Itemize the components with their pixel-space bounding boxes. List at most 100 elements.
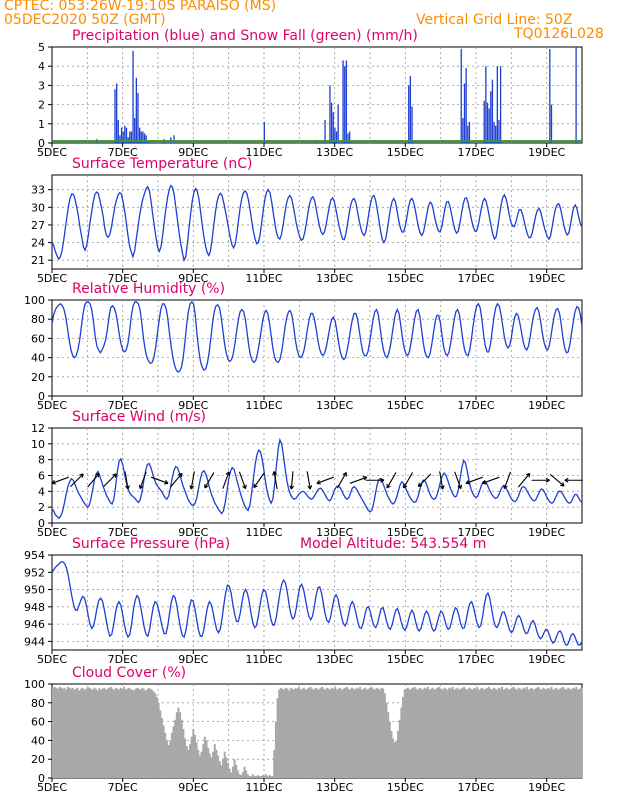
cloud-bar [306, 688, 309, 778]
cloud-bar [250, 776, 253, 778]
cloud-bar [344, 687, 347, 778]
cloud-bar [448, 687, 451, 778]
wind-arrow [204, 472, 215, 489]
cloud-bar [575, 686, 578, 778]
rh-ytick-label: 0 [38, 390, 45, 403]
temp-title: Surface Temperature (nC) [72, 156, 253, 172]
cloud-bar [352, 688, 355, 778]
cloud-bar [459, 688, 462, 778]
cloud-bar [154, 693, 157, 778]
wind-arrow [51, 476, 69, 485]
cloud-bar [416, 689, 419, 778]
wind-arrow [564, 477, 583, 483]
cloud-bar [573, 688, 576, 778]
wind-arrow [465, 476, 483, 485]
cloud-bar [504, 688, 507, 778]
precip-xtick-label: 7DEC [108, 146, 138, 159]
precip-bar [120, 127, 123, 143]
precip-bar [145, 135, 147, 143]
cloud-bar [230, 772, 233, 778]
rh-xtick-label: 9DEC [178, 399, 208, 412]
cloud-bar [486, 687, 489, 778]
precip-bar [335, 131, 338, 143]
cloud-bar [65, 689, 68, 778]
cloud-bar [544, 688, 546, 778]
cloud-bar [70, 688, 73, 778]
cloud-bar [481, 687, 484, 778]
cloud-bar [58, 686, 61, 778]
cloud-bar [61, 688, 64, 778]
precip-ytick-label: 0 [38, 137, 45, 150]
rh-xtick-label: 15DEC [387, 399, 424, 412]
cloud-bar [319, 687, 322, 778]
temp-xtick-label: 17DEC [457, 272, 494, 285]
precip-bar [495, 125, 497, 143]
temp-ytick-label: 30 [31, 201, 45, 214]
cloud-ytick-label: 80 [31, 697, 45, 710]
precip-bar [124, 125, 126, 143]
pres-xtick-label: 17DEC [457, 653, 494, 666]
temp-line [51, 184, 583, 263]
wind-arrow [417, 473, 432, 488]
cloud-bar [316, 688, 319, 778]
wind-arrow [386, 472, 397, 489]
cloud-bar [238, 774, 241, 778]
precip-bar [119, 135, 121, 143]
pres-xtick-label: 9DEC [178, 653, 208, 666]
precip-bar [496, 66, 498, 143]
cloud-bar [446, 689, 449, 778]
cloud-bar [449, 688, 452, 778]
snowfall-bar [423, 140, 476, 143]
precip-bar [117, 119, 119, 143]
precip-xtick-label: 13DEC [316, 146, 353, 159]
cloud-bar [347, 688, 350, 778]
cloud-bar [124, 689, 127, 778]
cloud-bar [354, 689, 357, 778]
precip-xtick-label: 17DEC [457, 146, 494, 159]
cloud-bar [231, 766, 234, 778]
cloud-bar [258, 776, 261, 778]
cloud-bar [248, 776, 251, 778]
cloud-bar [279, 687, 282, 778]
wind-arrow [306, 471, 313, 490]
cloud-bar [212, 751, 215, 778]
pres-xtick-label: 7DEC [108, 653, 138, 666]
cloud-bar [210, 757, 213, 778]
cloud-bar [108, 687, 111, 778]
cloud-bar [184, 738, 187, 778]
cloud-bar [52, 687, 54, 778]
cloud-ytick-label: 60 [31, 716, 45, 729]
cloud-bar [482, 689, 485, 778]
cloud-bar [514, 688, 517, 778]
cloud-bar [251, 774, 254, 778]
cloud-bar [274, 721, 277, 778]
cloud-bar [164, 732, 167, 778]
wind-arrow [482, 476, 500, 485]
cloud-bar [370, 686, 373, 778]
precip-bar [337, 104, 339, 143]
cloud-bar [235, 764, 238, 778]
wind-arrow [253, 472, 265, 489]
wind-ytick-label: 10 [31, 438, 45, 451]
cloud-bar [283, 689, 286, 778]
precip-xtick-label: 9DEC [178, 146, 208, 159]
cloud-bar [327, 688, 330, 778]
cloud-bar [496, 689, 499, 778]
pres-ytick-label: 954 [24, 549, 45, 562]
cloud-bar [509, 688, 512, 778]
cloud-bar [121, 688, 124, 778]
cloud-bar [532, 689, 535, 778]
wind-xtick-label: 5DEC [37, 526, 67, 539]
wind-arrow [365, 477, 385, 483]
cloud-bar [550, 686, 553, 778]
pres-xtick-label: 15DEC [387, 653, 424, 666]
cloud-bar [332, 688, 335, 778]
cloud-bar [179, 712, 182, 778]
cloud-bar [243, 766, 246, 778]
cloud-bar [86, 686, 89, 778]
cloud-bar [373, 689, 376, 778]
snowfall-bar [317, 140, 370, 143]
cloud-bar [80, 688, 83, 778]
cloud-bar [355, 687, 358, 778]
